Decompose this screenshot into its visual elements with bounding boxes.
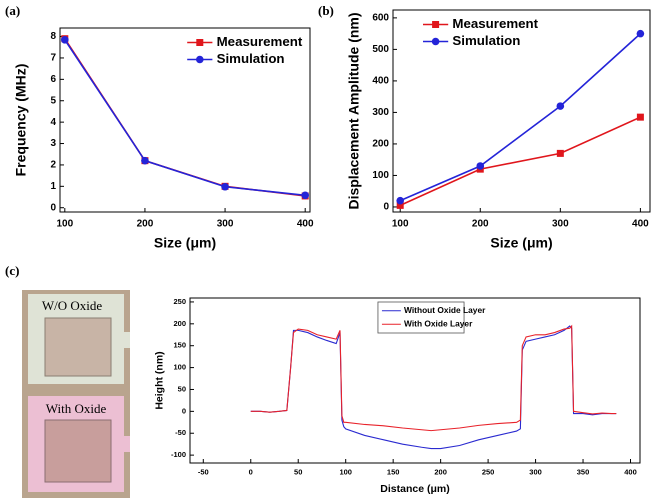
series-line <box>399 116 641 207</box>
x-tick-label: 200 <box>472 219 489 230</box>
photo-label: With Oxide <box>46 401 107 416</box>
photo-label: W/O Oxide <box>42 298 103 313</box>
marker <box>221 182 229 191</box>
y-tick-label: 200 <box>173 319 186 328</box>
y-axis-label: Displacement Amplitude (nm) <box>346 12 362 209</box>
marker <box>396 196 405 205</box>
y-axis-label: Height (nm) <box>153 351 165 409</box>
x-tick-label: 0 <box>249 467 253 476</box>
x-tick-label: 200 <box>434 467 447 476</box>
y-tick-label: 0 <box>50 202 56 213</box>
x-tick-label: -50 <box>198 467 209 476</box>
pad-arm <box>120 436 130 452</box>
x-axis-label: Size (μm) <box>490 235 552 251</box>
y-tick-label: -100 <box>171 450 186 459</box>
y-tick-label: 400 <box>372 76 389 87</box>
marker <box>556 102 565 110</box>
y-tick-label: 50 <box>178 384 186 393</box>
marker <box>396 201 404 209</box>
x-tick-label: 250 <box>482 467 495 476</box>
pad-arm <box>120 332 130 348</box>
panel-label: (b) <box>318 3 334 18</box>
legend-marker <box>196 55 204 64</box>
y-tick-label: 1 <box>50 181 56 192</box>
plot-frame <box>392 9 651 213</box>
y-tick-label: 0 <box>383 202 389 213</box>
y-tick-label: 0 <box>182 406 186 415</box>
y-tick-label: 3 <box>50 138 56 149</box>
x-tick-label: 100 <box>56 219 73 230</box>
y-axis-label: Frequency (MHz) <box>13 64 29 177</box>
marker <box>636 29 645 38</box>
x-tick-label: 400 <box>632 219 649 230</box>
legend-marker <box>196 39 204 46</box>
y-tick-label: 150 <box>173 341 186 350</box>
x-tick-label: 100 <box>392 219 409 230</box>
legend-label: Simulation <box>452 33 520 48</box>
x-axis-label: Size (μm) <box>154 235 216 251</box>
x-tick-label: 300 <box>529 467 542 476</box>
legend-label: Without Oxide Layer <box>404 305 486 315</box>
plot-frame <box>59 27 311 213</box>
plot-frame <box>189 297 641 464</box>
series-line <box>399 33 641 202</box>
membrane <box>44 317 112 377</box>
x-tick-label: 300 <box>552 219 569 230</box>
legend-label: With Oxide Layer <box>404 318 473 328</box>
panel-label: (a) <box>5 3 20 18</box>
marker <box>636 113 644 121</box>
y-tick-label: 100 <box>372 170 389 181</box>
panel-label: (c) <box>5 263 19 278</box>
y-tick-label: 300 <box>372 107 389 118</box>
y-tick-label: 6 <box>50 74 56 85</box>
legend-frame <box>377 301 465 334</box>
marker <box>556 149 564 157</box>
x-tick-label: 100 <box>339 467 352 476</box>
photo: W/O Oxide With Oxide <box>22 290 130 498</box>
y-tick-label: 250 <box>173 297 186 306</box>
y-tick-label: 5 <box>50 95 56 106</box>
x-tick-label: 400 <box>297 219 314 230</box>
series-line <box>64 39 306 197</box>
y-tick-label: 200 <box>372 139 389 150</box>
marker <box>301 191 309 200</box>
x-tick-label: 300 <box>217 219 234 230</box>
y-tick-label: 600 <box>372 13 389 24</box>
membrane <box>44 419 112 483</box>
y-tick-label: 8 <box>50 31 56 42</box>
legend-label: Measurement <box>217 34 303 49</box>
y-tick-label: 7 <box>50 53 56 64</box>
x-tick-label: 350 <box>577 467 590 476</box>
y-tick-label: -50 <box>175 428 186 437</box>
legend-marker <box>431 37 440 46</box>
legend-label: Measurement <box>452 16 538 31</box>
y-tick-label: 500 <box>372 44 389 55</box>
y-tick-label: 4 <box>50 117 56 128</box>
series-line <box>250 324 617 432</box>
marker <box>61 35 69 44</box>
y-tick-label: 2 <box>50 160 56 171</box>
y-tick-label: 100 <box>173 363 186 372</box>
marker <box>141 156 149 165</box>
legend-label: Simulation <box>217 51 285 66</box>
x-tick-label: 50 <box>294 467 302 476</box>
x-tick-label: 400 <box>624 467 637 476</box>
marker <box>476 162 485 170</box>
legend-marker <box>432 21 440 28</box>
x-tick-label: 150 <box>387 467 400 476</box>
x-tick-label: 200 <box>137 219 154 230</box>
x-axis-label: Distance (μm) <box>380 483 449 495</box>
